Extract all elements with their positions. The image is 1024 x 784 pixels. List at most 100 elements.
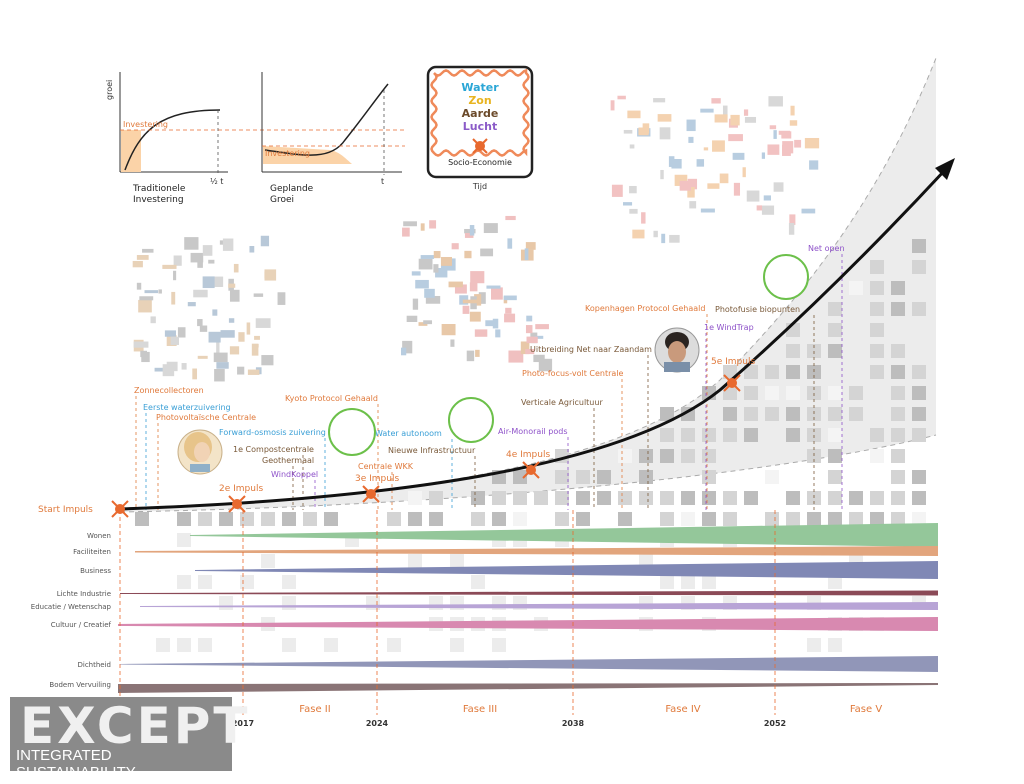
grid-square bbox=[807, 512, 821, 526]
grid-square bbox=[513, 470, 527, 484]
grid-square bbox=[891, 302, 905, 316]
building-block bbox=[478, 292, 486, 304]
milestone-circle bbox=[448, 397, 494, 443]
building-block bbox=[216, 341, 220, 354]
building-block bbox=[507, 238, 513, 249]
building-block bbox=[138, 299, 152, 313]
logo: EXCEPT INTEGRATED SUSTAINABILITY bbox=[10, 697, 248, 781]
grid-square bbox=[282, 596, 296, 610]
main-growth-curve bbox=[119, 168, 947, 511]
grid-square bbox=[891, 407, 905, 421]
building-block bbox=[440, 256, 452, 266]
grid-square bbox=[828, 470, 842, 484]
band-shape bbox=[135, 546, 938, 556]
grid-square bbox=[723, 407, 737, 421]
building-block bbox=[251, 343, 259, 356]
grid-square bbox=[702, 449, 716, 463]
building-block bbox=[679, 180, 692, 191]
building-block bbox=[216, 362, 229, 369]
legend-word-aarde: Aarde bbox=[462, 107, 499, 120]
band-label: Lichte Industrie bbox=[57, 590, 111, 598]
building-block bbox=[133, 341, 149, 348]
building-block bbox=[470, 271, 485, 284]
grid-square bbox=[492, 491, 506, 505]
grid-square bbox=[786, 386, 800, 400]
building-block bbox=[212, 309, 218, 316]
grid-square bbox=[576, 470, 590, 484]
grid-square bbox=[660, 575, 674, 589]
impulse-marker bbox=[111, 500, 129, 518]
grid-square bbox=[471, 512, 485, 526]
building-block bbox=[742, 167, 746, 178]
event-label: Geothermaal bbox=[262, 456, 314, 465]
logo-title: EXCEPT bbox=[20, 697, 251, 755]
building-block bbox=[689, 201, 697, 209]
building-block bbox=[781, 131, 792, 139]
building-block bbox=[441, 323, 456, 336]
event-label: Forward-osmosis zuivering bbox=[219, 428, 326, 437]
building-block bbox=[435, 267, 448, 278]
building-block bbox=[641, 212, 646, 224]
grid-square bbox=[702, 428, 716, 442]
year-label: 2052 bbox=[764, 719, 786, 728]
building-block bbox=[495, 329, 501, 338]
grid-square bbox=[660, 449, 674, 463]
grid-square bbox=[408, 554, 422, 568]
building-block bbox=[700, 208, 715, 213]
building-block bbox=[261, 355, 274, 366]
building-block bbox=[525, 325, 533, 334]
grid-square bbox=[639, 470, 653, 484]
building-block bbox=[623, 202, 633, 206]
building-block bbox=[660, 169, 664, 180]
grid-square bbox=[261, 554, 275, 568]
building-block bbox=[492, 318, 499, 329]
phase-label: Fase IV bbox=[665, 704, 700, 715]
building-block bbox=[150, 316, 156, 324]
building-block bbox=[412, 298, 419, 310]
grid-square bbox=[870, 449, 884, 463]
building-block bbox=[166, 361, 178, 372]
building-block bbox=[653, 98, 666, 103]
building-block bbox=[712, 140, 725, 152]
grid-square bbox=[450, 554, 464, 568]
grid-square bbox=[660, 407, 674, 421]
building-block bbox=[237, 366, 245, 375]
building-block bbox=[255, 318, 271, 328]
building-block bbox=[526, 336, 538, 344]
building-block bbox=[768, 96, 783, 107]
grid-square bbox=[681, 575, 695, 589]
building-block bbox=[401, 347, 407, 356]
grid-square bbox=[891, 344, 905, 358]
grid-square bbox=[513, 491, 527, 505]
building-block bbox=[687, 178, 698, 190]
building-block bbox=[215, 281, 222, 287]
grid-square bbox=[912, 239, 926, 253]
impulse-marker bbox=[228, 495, 246, 513]
grid-square bbox=[681, 512, 695, 526]
building-block bbox=[773, 130, 777, 139]
grid-square bbox=[912, 470, 926, 484]
building-block bbox=[700, 108, 714, 113]
phase-label: Fase III bbox=[463, 704, 497, 715]
grid-square bbox=[765, 512, 779, 526]
chart2-caption-1: Geplande bbox=[270, 184, 314, 194]
grid-square bbox=[660, 512, 674, 526]
building-block bbox=[657, 114, 672, 122]
building-block bbox=[264, 269, 277, 281]
building-block bbox=[668, 156, 675, 167]
phase-label: Fase II bbox=[299, 704, 330, 715]
band-shape bbox=[140, 602, 938, 610]
building-block bbox=[669, 234, 680, 243]
event-label: Kyoto Protocol Gehaald bbox=[285, 394, 378, 403]
grid-square bbox=[786, 428, 800, 442]
grid-square bbox=[765, 407, 779, 421]
band-label: Cultuur / Creatief bbox=[51, 621, 112, 629]
event-label: Photo-focus-volt Centrale bbox=[522, 369, 624, 378]
building-block bbox=[707, 183, 720, 189]
building-block bbox=[778, 130, 791, 135]
grid-square bbox=[912, 407, 926, 421]
grid-square bbox=[534, 491, 548, 505]
grid-square bbox=[828, 407, 842, 421]
cone-lower-edge bbox=[119, 434, 937, 513]
grid-square bbox=[387, 512, 401, 526]
